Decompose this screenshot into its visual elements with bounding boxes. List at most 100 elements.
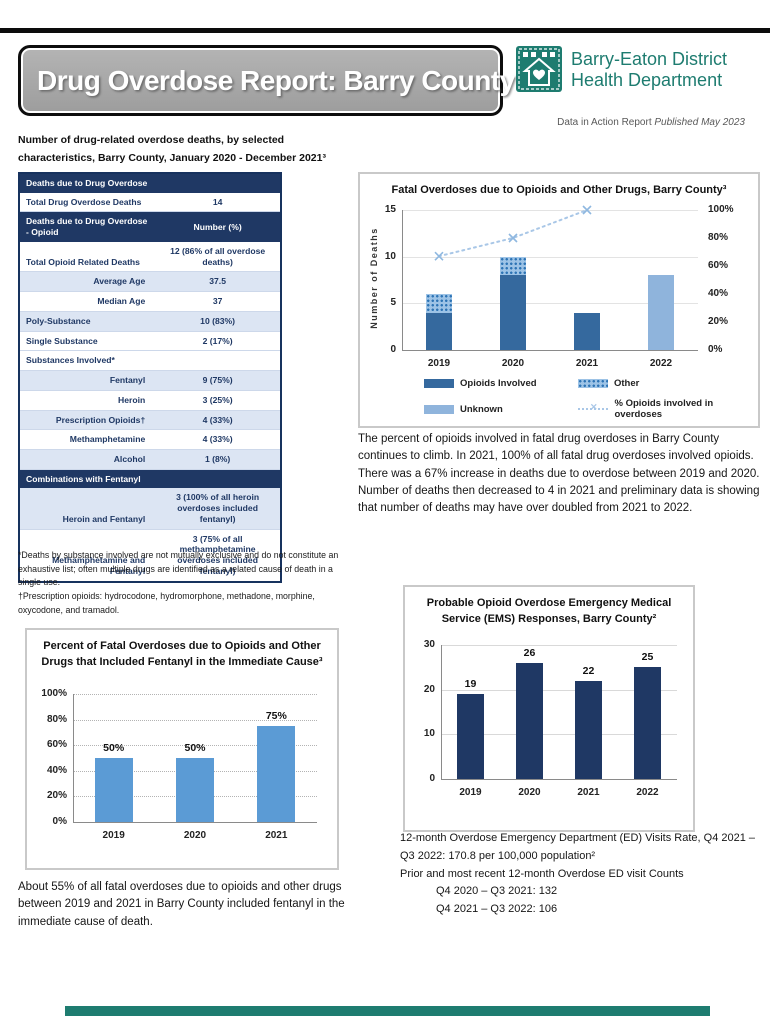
legend-swatch (578, 379, 608, 388)
table-cell-label: Substances Involved* (26, 355, 115, 366)
table-row: Heroin and Fentanyl 3 (100% of all heroin… (19, 488, 281, 530)
y-axis-title: Number of Deaths (369, 227, 379, 329)
table-row: Single Substance 2 (17%) (19, 331, 281, 351)
ed-count-recent: Q4 2021 – Q3 2022: 106 (436, 903, 558, 916)
table-header-value: Number (%) (155, 211, 281, 242)
legend-label: Opioids Involved (460, 378, 537, 389)
table-row: Alcohol 1 (8%) (19, 449, 281, 470)
legend-swatch: ✕ (578, 402, 609, 412)
table-footnotes: *Deaths by substance involved are not mu… (18, 549, 352, 617)
legend-item: ✕ % Opioids involved in overdoses (578, 398, 748, 420)
table-cell-label: Prescription Opioids† (55, 414, 146, 425)
health-department-logo-icon (516, 46, 562, 92)
table-row: Prescription Opioids† 4 (33%) (19, 410, 281, 430)
y-axis-tick-label: 30 (423, 639, 435, 650)
bar-segment-opioids-involved (574, 312, 600, 350)
table-header-label: Deaths due to Drug Overdose - Opioid (19, 211, 156, 242)
bar (516, 662, 543, 779)
gridline (73, 694, 317, 695)
table-row: Fentanyl 9 (75%) (19, 370, 281, 391)
table-cell-value: 3 (75% of all methamphetamine overdoses … (177, 533, 258, 576)
y2-axis-tick-label: 80% (708, 232, 729, 243)
table-cell-label: Single Substance (26, 335, 98, 346)
table-cell-value: 2 (17%) (202, 335, 233, 346)
table-cell-label: Methamphetamine and Fentanyl (52, 555, 146, 576)
bar-data-label: 75% (265, 710, 287, 722)
y2-axis-tick-label: 60% (708, 260, 729, 271)
overdose-table: Deaths due to Drug Overdose Total Drug Ov… (18, 172, 282, 583)
bar (575, 680, 602, 779)
overdose-table-body: Deaths due to Drug Overdose Total Drug Ov… (19, 173, 281, 582)
gridline (441, 689, 677, 691)
table-cell-value: 14 (212, 196, 223, 207)
y2-axis-tick-label: 100% (708, 204, 734, 215)
x-axis-tick-label: 2021 (265, 830, 288, 841)
x-axis-tick-label: 2021 (575, 358, 599, 369)
logo-line-1: Barry-Eaton District (571, 49, 728, 69)
y-axis-line (441, 645, 442, 779)
y-axis-tick-label: 0% (52, 816, 67, 827)
x-axis-tick-label: 2019 (102, 830, 125, 841)
table-cell-label: Median Age (97, 296, 146, 307)
paragraph-fentanyl-summary: About 55% of all fatal overdoses due to … (18, 881, 345, 928)
table-row: Median Age 37 (19, 291, 281, 312)
legend-label: % Opioids involved in overdoses (614, 398, 714, 420)
bar-data-label: 22 (582, 664, 595, 677)
x-axis-tick-label: 2022 (636, 787, 659, 798)
y2-axis-tick-label: 20% (708, 316, 729, 327)
table-row: Total Opioid Related Deaths 12 (86% of al… (19, 241, 281, 272)
legend-item: Other (578, 378, 748, 389)
y-axis-tick-label: 80% (46, 713, 67, 725)
chart-fentanyl-percent: Percent of Fatal Overdoses due to Opioid… (25, 628, 339, 870)
table-cell-value: 4 (33%) (202, 414, 233, 425)
x-axis-tick-label: 2019 (427, 358, 451, 369)
x-axis-tick-label: 2020 (501, 358, 525, 369)
bar (634, 667, 661, 779)
table-section-header-row: Deaths due to Drug Overdose - Opioid Numb… (19, 211, 281, 242)
gridline (73, 719, 317, 721)
table-row: Methamphetamine 4 (33%) (19, 429, 281, 450)
gridline (402, 303, 698, 305)
legend-label: Unknown (460, 403, 503, 415)
bar-data-label: 50% (103, 742, 125, 754)
y-axis-tick-label: 10 (423, 728, 435, 740)
table-cell-label: Heroin and Fentanyl (62, 513, 146, 524)
table-cell-value: 9 (75%) (202, 375, 233, 386)
gridline (73, 745, 317, 747)
chart-title: Drugs that Included Fentanyl in the Imme… (41, 656, 323, 668)
table-cell-label: Total Drug Overdose Deaths (26, 196, 142, 207)
chart-title: Service (EMS) Responses, Barry County² (441, 613, 657, 625)
ed-rate-line: 12-month Overdose Emergency Department (… (400, 832, 756, 862)
ed-counts-heading: Prior and most recent 12-month Overdose … (400, 867, 684, 880)
table-cell-value: 37 (212, 296, 223, 307)
y2-axis-tick-label: 0% (708, 344, 723, 355)
y-axis-tick-label: 100% (41, 688, 67, 699)
table-cell-label: Heroin (118, 394, 146, 405)
bar-data-label: 25 (641, 651, 654, 664)
table-cell-value: 4 (33%) (202, 434, 233, 445)
line-marker-x (508, 233, 518, 243)
table-header-label: Deaths due to Drug Overdose (19, 173, 281, 193)
table-title: Number of drug-related overdose deaths, … (18, 134, 326, 165)
table-cell-value: 3 (100% of all heroin overdoses included… (176, 492, 260, 524)
y-axis-line (402, 210, 403, 350)
report-title-banner: Drug Overdose Report: Barry County (18, 45, 515, 116)
legend-x-marker: ✕ (590, 402, 598, 412)
chart-legend: Opioids Involved Other Unknown ✕ % Opioids i… (424, 378, 748, 420)
y-axis-tick-label: 15 (384, 204, 396, 215)
chart-fatal-overdoses: Fatal Overdoses due to Opioids and Other… (358, 172, 760, 428)
percent-opioids-line (434, 205, 592, 261)
top-border-bar (0, 28, 770, 33)
x-axis-line (73, 822, 317, 823)
chart-title: Fatal Overdoses due to Opioids and Other… (391, 184, 727, 196)
tagline-prefix: Data in Action Report (557, 117, 655, 128)
legend-label: Other (614, 378, 640, 389)
legend-swatch (424, 404, 454, 414)
table-row: Poly-Substance 10 (83%) (19, 311, 281, 332)
table-cell-label: Methamphetamine (69, 434, 146, 445)
table-cell-value: 1 (8%) (204, 454, 231, 465)
bar-data-label: 19 (464, 678, 477, 691)
x-axis-tick-label: 2021 (577, 787, 600, 798)
y-axis-tick-label: 40% (46, 764, 67, 776)
